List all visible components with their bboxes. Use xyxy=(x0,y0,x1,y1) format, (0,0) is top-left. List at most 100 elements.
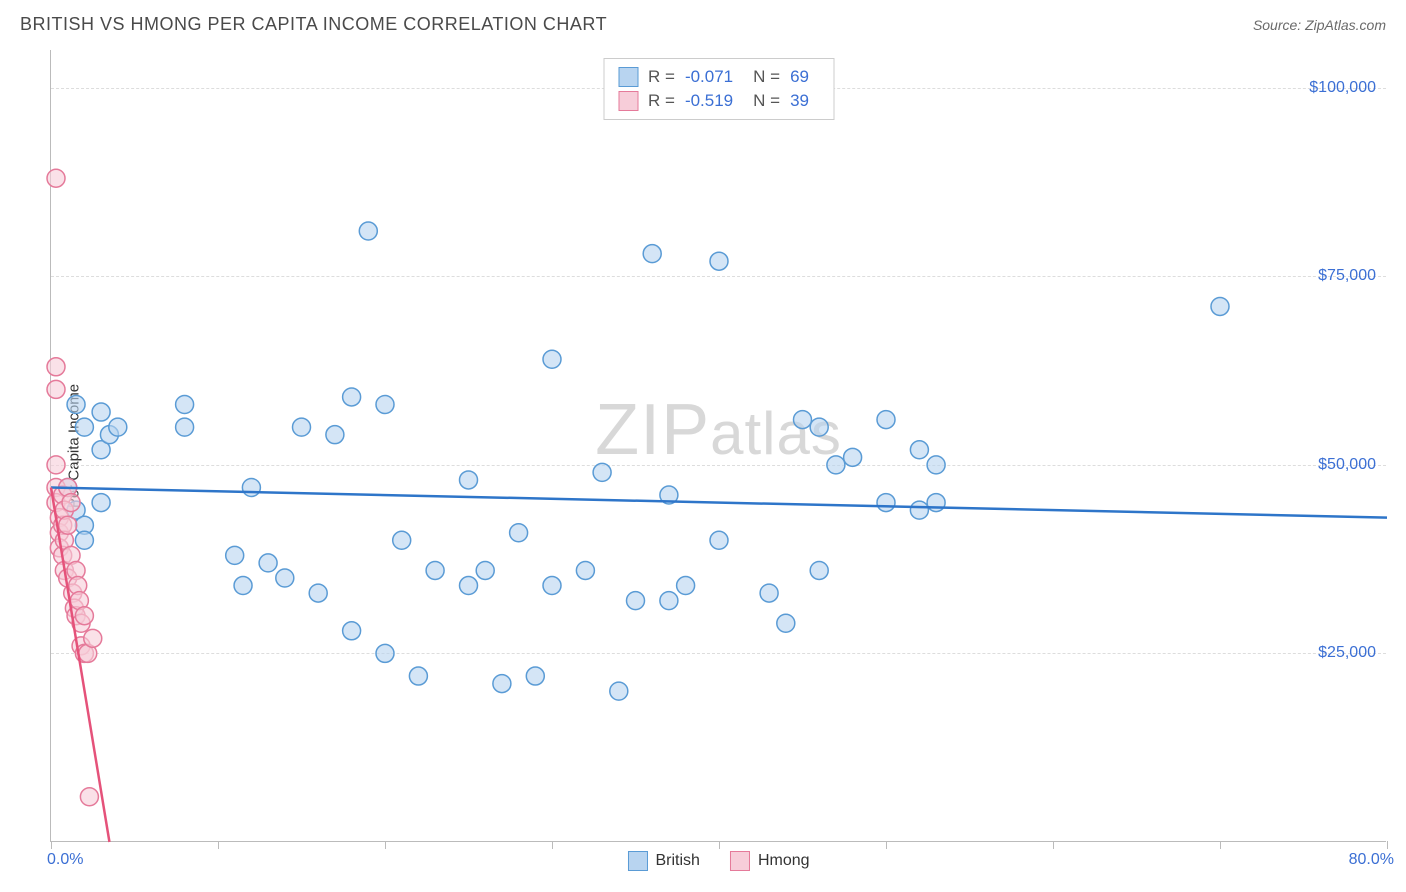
data-point xyxy=(109,418,127,436)
x-tick xyxy=(218,841,219,849)
data-point xyxy=(62,494,80,512)
data-point xyxy=(460,471,478,489)
data-point xyxy=(510,524,528,542)
legend-stats: R = -0.071 N = 69 R = -0.519 N = 39 xyxy=(603,58,834,120)
data-point xyxy=(910,441,928,459)
data-point xyxy=(393,531,411,549)
stat-r-value: -0.071 xyxy=(685,67,733,87)
data-point xyxy=(710,252,728,270)
data-point xyxy=(343,622,361,640)
data-point xyxy=(844,448,862,466)
data-point xyxy=(910,501,928,519)
data-point xyxy=(660,592,678,610)
legend-stats-row: R = -0.071 N = 69 xyxy=(618,65,819,89)
data-point xyxy=(242,478,260,496)
data-point xyxy=(75,607,93,625)
x-tick xyxy=(1387,841,1388,849)
data-point xyxy=(710,531,728,549)
data-point xyxy=(259,554,277,572)
scatter-svg xyxy=(51,50,1386,841)
data-point xyxy=(543,350,561,368)
data-point xyxy=(359,222,377,240)
legend-series-label: Hmong xyxy=(758,852,810,870)
data-point xyxy=(1211,297,1229,315)
data-point xyxy=(47,169,65,187)
data-point xyxy=(426,561,444,579)
x-tick xyxy=(886,841,887,849)
legend-swatch xyxy=(627,851,647,871)
data-point xyxy=(460,577,478,595)
data-point xyxy=(877,411,895,429)
x-tick xyxy=(385,841,386,849)
data-point xyxy=(234,577,252,595)
data-point xyxy=(376,644,394,662)
data-point xyxy=(777,614,795,632)
x-axis-min-label: 0.0% xyxy=(47,851,83,869)
data-point xyxy=(927,494,945,512)
x-tick xyxy=(1053,841,1054,849)
data-point xyxy=(176,396,194,414)
data-point xyxy=(593,463,611,481)
x-axis-max-label: 80.0% xyxy=(1349,851,1394,869)
legend-swatch xyxy=(618,67,638,87)
data-point xyxy=(677,577,695,595)
chart-plot-area: ZIPatlas $25,000$50,000$75,000$100,000 R… xyxy=(50,50,1386,842)
data-point xyxy=(343,388,361,406)
x-tick xyxy=(552,841,553,849)
data-point xyxy=(67,396,85,414)
data-point xyxy=(543,577,561,595)
data-point xyxy=(47,456,65,474)
legend-swatch xyxy=(730,851,750,871)
stat-n-label: N = xyxy=(753,67,780,87)
data-point xyxy=(877,494,895,512)
data-point xyxy=(927,456,945,474)
legend-series-label: British xyxy=(655,852,699,870)
legend-series-item: British xyxy=(627,851,699,871)
data-point xyxy=(576,561,594,579)
data-point xyxy=(476,561,494,579)
data-point xyxy=(92,403,110,421)
data-point xyxy=(80,788,98,806)
data-point xyxy=(47,358,65,376)
source-label: Source: ZipAtlas.com xyxy=(1253,17,1386,33)
stat-n-value: 69 xyxy=(790,67,809,87)
data-point xyxy=(309,584,327,602)
x-tick xyxy=(719,841,720,849)
data-point xyxy=(176,418,194,436)
legend-stats-row: R = -0.519 N = 39 xyxy=(618,89,819,113)
data-point xyxy=(75,531,93,549)
data-point xyxy=(810,561,828,579)
data-point xyxy=(59,516,77,534)
data-point xyxy=(526,667,544,685)
data-point xyxy=(92,494,110,512)
data-point xyxy=(760,584,778,602)
stat-n-value: 39 xyxy=(790,91,809,111)
data-point xyxy=(627,592,645,610)
data-point xyxy=(376,396,394,414)
stat-n-label: N = xyxy=(753,91,780,111)
legend-series-item: Hmong xyxy=(730,851,810,871)
data-point xyxy=(226,546,244,564)
data-point xyxy=(643,245,661,263)
data-point xyxy=(827,456,845,474)
data-point xyxy=(47,380,65,398)
stat-r-value: -0.519 xyxy=(685,91,733,111)
data-point xyxy=(409,667,427,685)
data-point xyxy=(493,675,511,693)
data-point xyxy=(75,418,93,436)
data-point xyxy=(293,418,311,436)
data-point xyxy=(610,682,628,700)
data-point xyxy=(84,629,102,647)
legend-swatch xyxy=(618,91,638,111)
data-point xyxy=(326,426,344,444)
data-point xyxy=(810,418,828,436)
chart-header: BRITISH VS HMONG PER CAPITA INCOME CORRE… xyxy=(0,0,1406,45)
stat-r-label: R = xyxy=(648,67,675,87)
trend-line xyxy=(51,487,1387,517)
stat-r-label: R = xyxy=(648,91,675,111)
x-tick xyxy=(51,841,52,849)
x-tick xyxy=(1220,841,1221,849)
data-point xyxy=(794,411,812,429)
chart-title: BRITISH VS HMONG PER CAPITA INCOME CORRE… xyxy=(20,14,607,35)
data-point xyxy=(276,569,294,587)
